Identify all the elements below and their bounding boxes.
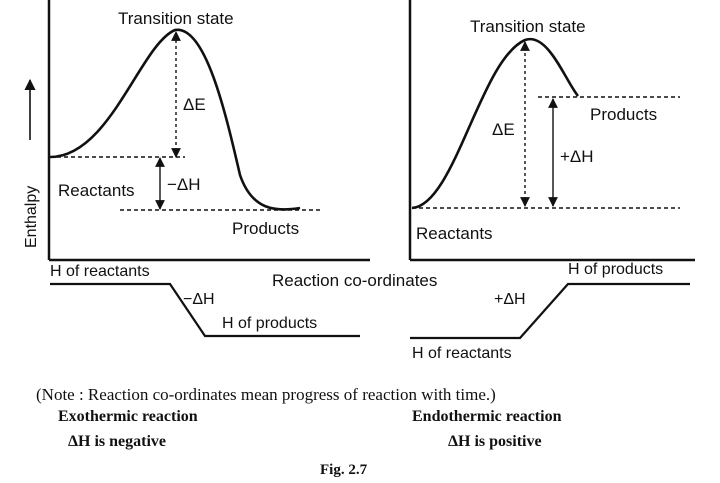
exo-h-reactants-label: H of reactants: [50, 263, 150, 280]
right-delta-h-label: +ΔH: [560, 147, 594, 166]
endo-delta-h-label: +ΔH: [494, 291, 526, 308]
left-reactants-label: Reactants: [58, 181, 135, 200]
endothermic-level-line: [410, 282, 690, 340]
right-delta-e-label: ΔE: [492, 120, 515, 139]
endothermic-energy-curve: [411, 37, 580, 210]
endothermic-level-diagram: H of products +ΔH H of reactants: [410, 261, 690, 362]
endo-h-products-label: H of products: [568, 261, 663, 278]
endothermic-profile: Transition state ΔE +ΔH Products Reactan…: [408, 0, 695, 262]
exo-h-products-label: H of products: [222, 315, 317, 332]
left-transition-state-label: Transition state: [118, 9, 234, 28]
note-text: (Note : Reaction co-ordinates mean progr…: [36, 385, 496, 404]
reaction-coordinates-label: Reaction co-ordinates: [272, 271, 437, 290]
left-delta-e-label: ΔE: [183, 95, 206, 114]
endothermic-sign: ΔH is positive: [448, 433, 542, 450]
exo-delta-h-label: −ΔH: [183, 291, 215, 308]
exothermic-title: Exothermic reaction: [58, 408, 198, 425]
right-reactants-label: Reactants: [416, 224, 493, 243]
exothermic-level-line: [50, 282, 360, 338]
left-products-label: Products: [232, 219, 299, 238]
endo-h-reactants-label: H of reactants: [412, 345, 512, 362]
exothermic-level-diagram: H of reactants −ΔH H of products: [50, 263, 360, 338]
left-delta-h-label: −ΔH: [167, 175, 201, 194]
endothermic-title: Endothermic reaction: [412, 408, 562, 425]
exothermic-profile: Transition state ΔE Reactants −ΔH Produc…: [23, 0, 370, 262]
exothermic-sign: ΔH is negative: [68, 433, 166, 450]
figure-label: Fig. 2.7: [320, 462, 368, 478]
enthalpy-label: Enthalpy: [23, 186, 40, 248]
right-products-label: Products: [590, 105, 657, 124]
exothermic-energy-curve: [49, 28, 301, 211]
right-transition-state-label: Transition state: [470, 17, 586, 36]
enthalpy-axis-label: Enthalpy: [23, 78, 40, 248]
